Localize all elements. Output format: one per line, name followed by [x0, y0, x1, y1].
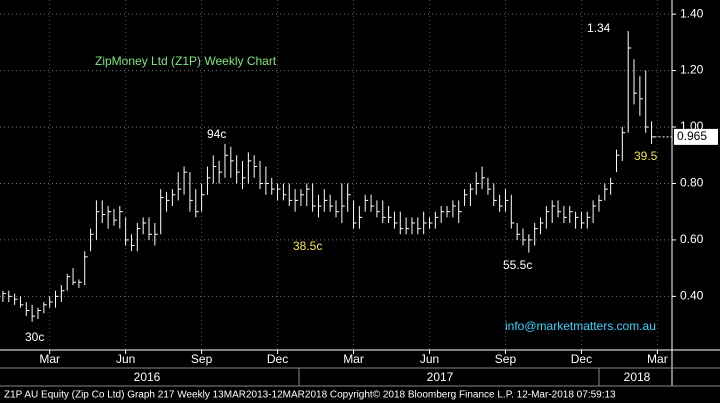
last-price-box: [674, 128, 718, 145]
year-label: 2016: [134, 370, 161, 384]
x-tick-label: Mar: [39, 352, 60, 366]
year-label: 2018: [624, 370, 651, 384]
chart-title: ZipMoney Ltd (Z1P) Weekly Chart: [95, 54, 277, 68]
x-tick-label: Sep: [495, 352, 517, 366]
y-tick-label: 0.40: [680, 289, 704, 303]
x-tick-label: Jun: [420, 352, 439, 366]
x-tick-label: Sep: [191, 352, 213, 366]
y-tick-label: 1.20: [680, 63, 704, 77]
x-tick-label: Jun: [116, 352, 135, 366]
x-tick-label: Dec: [267, 352, 288, 366]
footer: Z1P AU Equity (Zip Co Ltd) Graph 217 Wee…: [4, 390, 616, 401]
annotation: 30c: [25, 330, 44, 344]
x-tick-label: Dec: [571, 352, 592, 366]
annotation: 39.5: [634, 149, 658, 163]
annotation: info@marketmatters.com.au: [505, 319, 656, 333]
annotation: 94c: [207, 127, 226, 141]
x-tick-label: Mar: [343, 352, 364, 366]
annotation: 1.34: [587, 21, 611, 35]
annotation: 55.5c: [503, 258, 532, 272]
annotation: 38.5c: [293, 239, 322, 253]
y-tick-label: 1.40: [680, 6, 704, 20]
y-tick-label: 0.60: [680, 232, 704, 246]
year-label: 2017: [427, 370, 454, 384]
x-tick-label: Mar: [647, 352, 668, 366]
last-price-label: 0.965: [677, 129, 707, 143]
y-tick-label: 0.80: [680, 176, 704, 190]
